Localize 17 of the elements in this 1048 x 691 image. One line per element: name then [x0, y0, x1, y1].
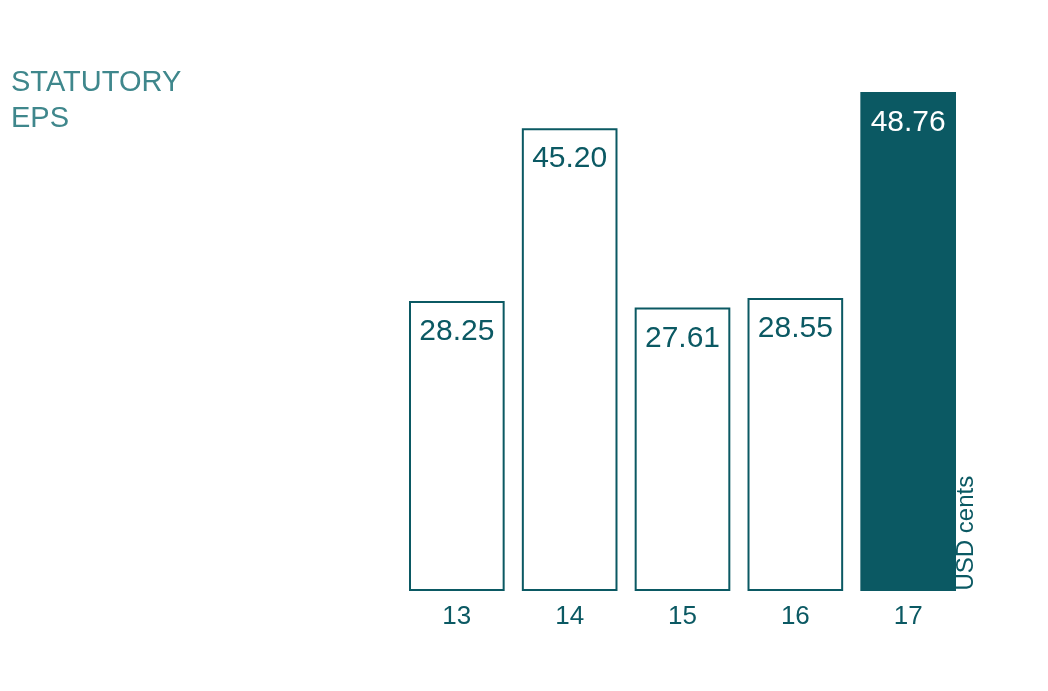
bar: [747, 298, 844, 591]
bar: [521, 128, 618, 591]
data-label: 28.55: [757, 310, 833, 343]
bar: [409, 301, 505, 591]
x-tick-label: 16: [780, 599, 810, 630]
data-label: 28.25: [419, 313, 495, 347]
data-label: 27.61: [644, 319, 721, 353]
x-tick-label: 14: [555, 599, 585, 630]
text: STATUTORY EPS: [11, 65, 182, 133]
x-tick-label: 13: [442, 599, 472, 630]
y-axis-title: USD cents: [950, 475, 978, 591]
bar: [634, 307, 731, 591]
x-tick-label: 15: [668, 599, 697, 630]
data-label: 45.20: [532, 140, 608, 174]
bar: [860, 92, 956, 591]
x-tick-label: 17: [893, 599, 923, 630]
data-label: 48.76: [870, 104, 946, 137]
